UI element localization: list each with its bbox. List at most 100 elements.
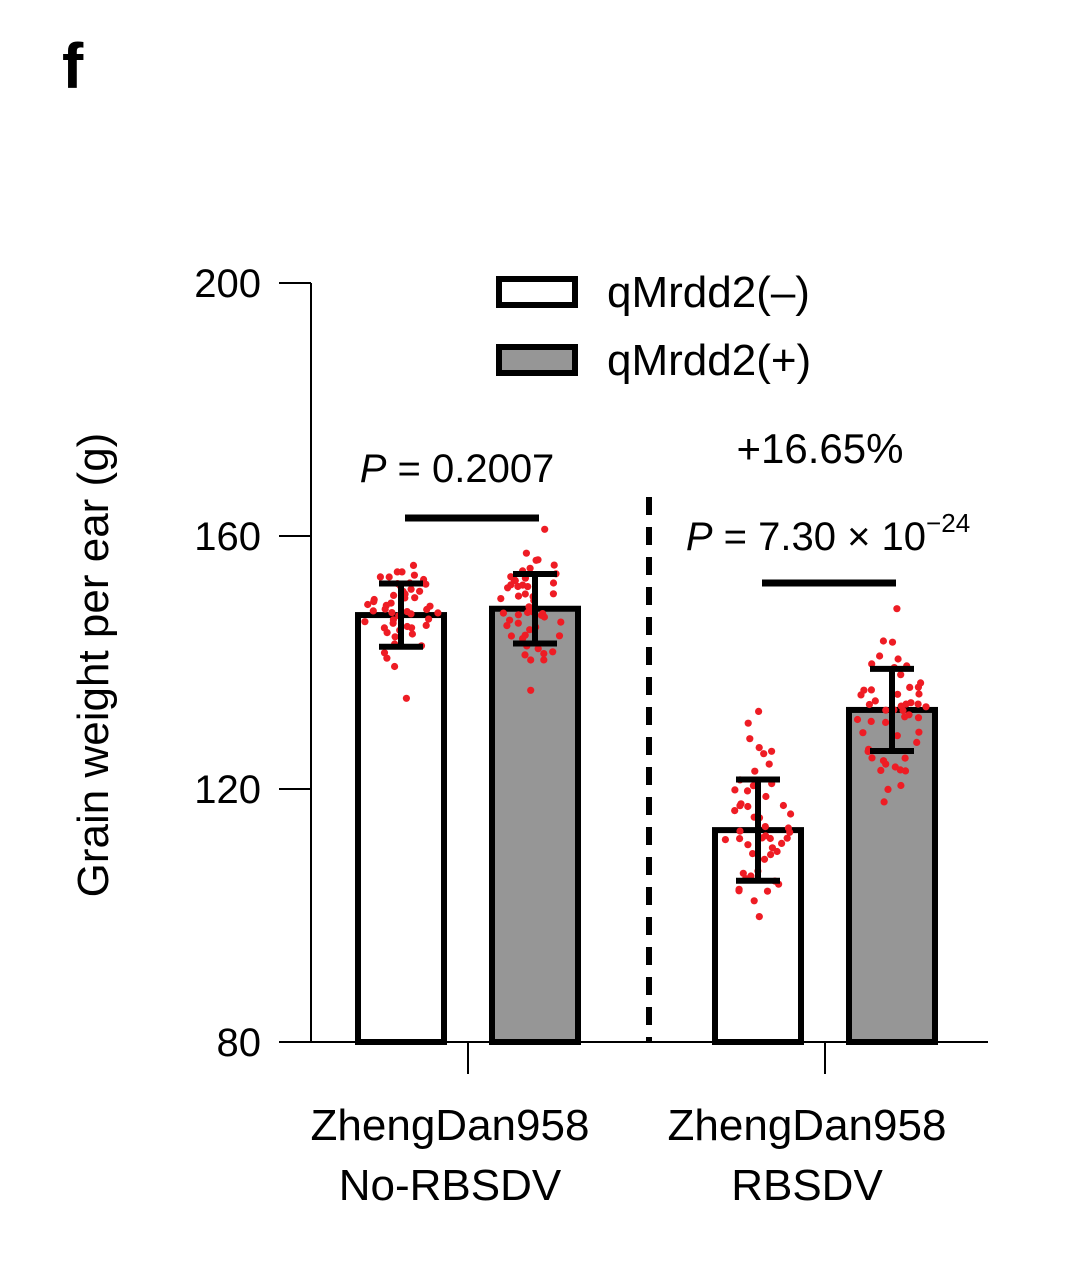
- data-point: [527, 656, 535, 664]
- data-point: [907, 699, 915, 707]
- data-point: [370, 595, 378, 604]
- data-point: [746, 735, 754, 743]
- data-point: [915, 690, 923, 698]
- data-point: [882, 706, 890, 714]
- data-point: [893, 732, 901, 740]
- data-point: [539, 610, 547, 618]
- data-point: [914, 683, 923, 691]
- data-point: [894, 690, 902, 698]
- data-point: [407, 610, 415, 618]
- data-point: [521, 590, 529, 598]
- data-point: [763, 887, 772, 895]
- legend-swatch: [496, 344, 578, 376]
- y-tick-label: 120: [194, 768, 261, 812]
- data-point: [765, 760, 773, 768]
- data-point: [522, 549, 531, 557]
- data-point: [408, 630, 416, 638]
- p-value-label: P = 7.30 × 10−24: [686, 508, 970, 559]
- data-point: [901, 767, 910, 775]
- data-point: [750, 897, 758, 905]
- data-point: [860, 686, 868, 694]
- data-point: [901, 713, 909, 721]
- x-axis: ZhengDan958 No-RBSDV ZhengDan958 RBSDV: [311, 1041, 988, 1210]
- data-point: [534, 556, 542, 564]
- data-point: [410, 571, 418, 579]
- data-point: [751, 767, 759, 775]
- data-point: [514, 619, 522, 627]
- data-point: [906, 683, 914, 692]
- data-point: [499, 609, 507, 617]
- data-point: [915, 728, 923, 736]
- data-point: [736, 802, 744, 810]
- data-point: [434, 609, 442, 617]
- bar-qmrdd2-minus: [355, 612, 447, 1045]
- data-point: [507, 632, 515, 640]
- data-point: [876, 652, 884, 660]
- data-point: [381, 605, 389, 613]
- bar-qmrdd2-plus: [489, 605, 581, 1045]
- data-point: [511, 577, 519, 585]
- data-point: [540, 656, 548, 664]
- panel-letter: f: [62, 30, 84, 102]
- data-point: [882, 718, 890, 727]
- data-point: [503, 622, 511, 630]
- data-point: [762, 792, 770, 801]
- legend: qMrdd2(–) qMrdd2(+): [496, 268, 811, 385]
- data-point: [736, 827, 744, 835]
- data-point: [760, 750, 768, 758]
- data-point: [868, 660, 876, 668]
- data-point: [736, 835, 744, 843]
- data-point: [897, 781, 905, 790]
- x-tick-label-line2: No-RBSDV: [339, 1161, 562, 1210]
- y-tick-label: 80: [217, 1021, 262, 1065]
- data-point: [755, 744, 763, 752]
- data-point: [867, 717, 875, 726]
- data-point: [871, 697, 879, 705]
- y-tick-label: 200: [194, 262, 261, 306]
- data-point: [380, 649, 389, 657]
- data-point: [744, 802, 752, 811]
- data-point: [901, 754, 909, 762]
- data-point: [914, 700, 922, 708]
- data-point: [550, 561, 558, 569]
- data-point: [762, 832, 770, 840]
- data-point: [868, 754, 876, 762]
- data-point: [786, 828, 794, 836]
- x-tick-label-line1: ZhengDan958: [668, 1101, 947, 1150]
- data-point: [787, 810, 795, 818]
- data-point: [526, 564, 534, 572]
- data-point: [383, 654, 391, 662]
- data-point: [743, 787, 752, 795]
- data-point: [541, 525, 549, 533]
- data-point: [521, 651, 529, 659]
- data-point: [380, 624, 388, 632]
- data-point: [783, 834, 791, 842]
- data-point: [534, 645, 542, 653]
- data-point: [526, 626, 534, 634]
- data-point: [888, 638, 897, 646]
- data-point: [882, 760, 890, 768]
- legend-swatch: [496, 276, 578, 308]
- data-point: [761, 823, 769, 831]
- bar-qmrdd2-plus: [846, 706, 938, 1045]
- data-point: [893, 605, 901, 613]
- data-point: [767, 851, 775, 859]
- data-point: [894, 655, 902, 663]
- data-point: [390, 591, 398, 600]
- error-bars: [379, 570, 914, 884]
- data-point: [879, 637, 888, 645]
- data-point: [721, 836, 730, 844]
- data-point: [422, 621, 430, 630]
- data-point: [425, 615, 433, 623]
- data-point: [388, 609, 396, 617]
- data-point: [755, 913, 763, 921]
- data-point: [519, 635, 527, 643]
- data-point: [389, 619, 397, 627]
- data-point: [361, 618, 369, 626]
- data-point: [744, 841, 752, 849]
- data-point: [760, 855, 769, 863]
- data-point: [867, 686, 876, 694]
- data-point: [524, 608, 532, 617]
- data-point: [527, 686, 535, 694]
